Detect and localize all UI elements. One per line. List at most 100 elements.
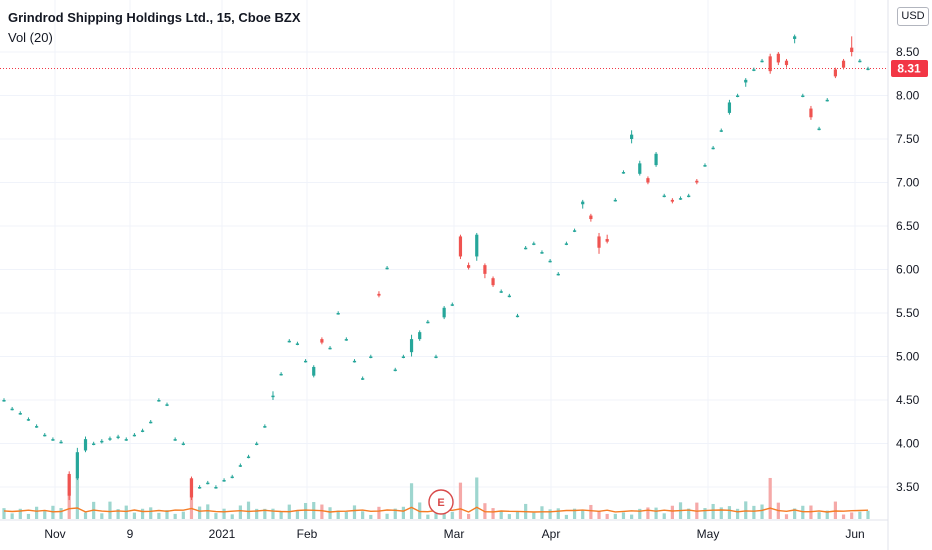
candle-body xyxy=(711,147,715,150)
candle-body xyxy=(556,273,560,276)
volume-bar xyxy=(784,514,789,519)
chart-legend: Grindrod Shipping Holdings Ltd., 15, Cbo… xyxy=(8,8,301,48)
volume-bar xyxy=(116,509,120,519)
candle-body xyxy=(605,239,609,242)
candle-body xyxy=(768,56,772,72)
candle-body xyxy=(744,79,748,83)
candle-body xyxy=(26,419,31,421)
candle-body xyxy=(581,201,585,205)
volume-bar xyxy=(597,511,601,519)
earnings-marker[interactable]: E xyxy=(428,489,454,515)
currency-badge[interactable]: USD xyxy=(897,7,929,26)
price-tick-label: 5.00 xyxy=(896,350,920,364)
price-tick-label: 5.50 xyxy=(896,306,920,320)
last-price-value: 8.31 xyxy=(897,62,921,76)
volume-bar xyxy=(613,513,617,519)
price-tick-label: 7.00 xyxy=(896,176,920,190)
candle-body xyxy=(687,195,691,198)
volume-indicator-label[interactable]: Vol (20) xyxy=(8,30,53,45)
volume-bar xyxy=(108,501,112,519)
volume-bar xyxy=(687,508,691,519)
candle-body xyxy=(336,313,340,315)
candle-body xyxy=(646,178,650,183)
volume-bar xyxy=(393,508,397,519)
volume-bar xyxy=(515,511,520,519)
candle-body xyxy=(2,400,6,402)
candle-body xyxy=(515,315,520,318)
volume-bar xyxy=(450,511,454,519)
volume-bar xyxy=(556,508,560,519)
candle-body xyxy=(263,426,267,428)
candle-body xyxy=(809,108,813,118)
candle-body xyxy=(35,426,39,428)
candle-body xyxy=(540,252,544,254)
candle-body xyxy=(621,172,626,174)
volume-bar xyxy=(735,508,740,519)
volume-bar xyxy=(719,507,723,519)
volume-bar xyxy=(793,508,797,519)
candle-body xyxy=(548,260,552,263)
candle-body xyxy=(703,165,707,167)
volume-bar xyxy=(214,513,218,519)
candle-body xyxy=(776,53,780,63)
volume-bar xyxy=(768,477,772,519)
candle-body xyxy=(295,343,300,345)
candle-body xyxy=(149,421,153,424)
volume-bar xyxy=(540,506,544,519)
volume-bar xyxy=(727,506,732,519)
candle-body xyxy=(385,267,389,270)
time-tick-label: Jun xyxy=(845,527,864,541)
volume-bar xyxy=(475,477,479,519)
volume-bar xyxy=(320,504,324,519)
price-axis[interactable]: 3.50 4.00 4.50 5.00 5.50 6.00 6.50 7.00 7.50 8.00… xyxy=(896,45,920,494)
candle-body xyxy=(825,99,829,102)
volume-bar xyxy=(246,501,251,519)
volume-bar xyxy=(100,513,104,519)
candle-body xyxy=(303,360,308,363)
candle-body xyxy=(320,339,324,343)
candle-body xyxy=(140,430,145,432)
volume-bar xyxy=(833,501,837,519)
candle-body xyxy=(230,476,234,479)
candle-body xyxy=(793,36,797,39)
candle-body xyxy=(727,102,732,113)
volume-bar xyxy=(752,505,756,519)
price-tick-label: 7.50 xyxy=(896,132,920,146)
candle-body xyxy=(18,413,22,415)
symbol-title[interactable]: Grindrod Shipping Holdings Ltd., 15, Cbo… xyxy=(8,10,301,25)
candle-body xyxy=(124,439,128,441)
volume-bar xyxy=(83,512,88,519)
candle-body xyxy=(206,482,210,485)
volume-bar xyxy=(295,511,300,519)
volume-bar xyxy=(157,512,161,519)
candle-body xyxy=(255,443,259,445)
volume-bar xyxy=(2,508,6,519)
candle-body xyxy=(361,378,365,380)
candle-body xyxy=(524,247,528,250)
volume-bar xyxy=(271,508,275,519)
volume-bar xyxy=(548,509,552,519)
volume-bar xyxy=(361,511,365,519)
volume-bar xyxy=(866,510,870,519)
volume-bar xyxy=(670,505,674,519)
candlesticks xyxy=(2,34,870,501)
candle-body xyxy=(10,408,14,411)
candle-body xyxy=(214,487,218,489)
time-tick-label: Apr xyxy=(542,527,561,541)
time-axis[interactable]: Nov 9 2021 Feb Mar Apr May Jun xyxy=(0,519,888,541)
candle-body xyxy=(442,307,446,318)
candle-body xyxy=(173,439,177,441)
volume-bar xyxy=(255,508,259,519)
volume-bar xyxy=(654,507,658,519)
volume-bar xyxy=(572,508,577,519)
candle-body xyxy=(678,198,683,200)
volume-bar xyxy=(426,514,430,519)
candle-body xyxy=(760,60,764,63)
candle-body xyxy=(83,439,88,451)
candle-body xyxy=(393,369,397,372)
candle-body xyxy=(866,68,870,71)
candle-body xyxy=(426,321,430,324)
volume-bar xyxy=(385,513,389,519)
volume-bar xyxy=(858,511,862,519)
